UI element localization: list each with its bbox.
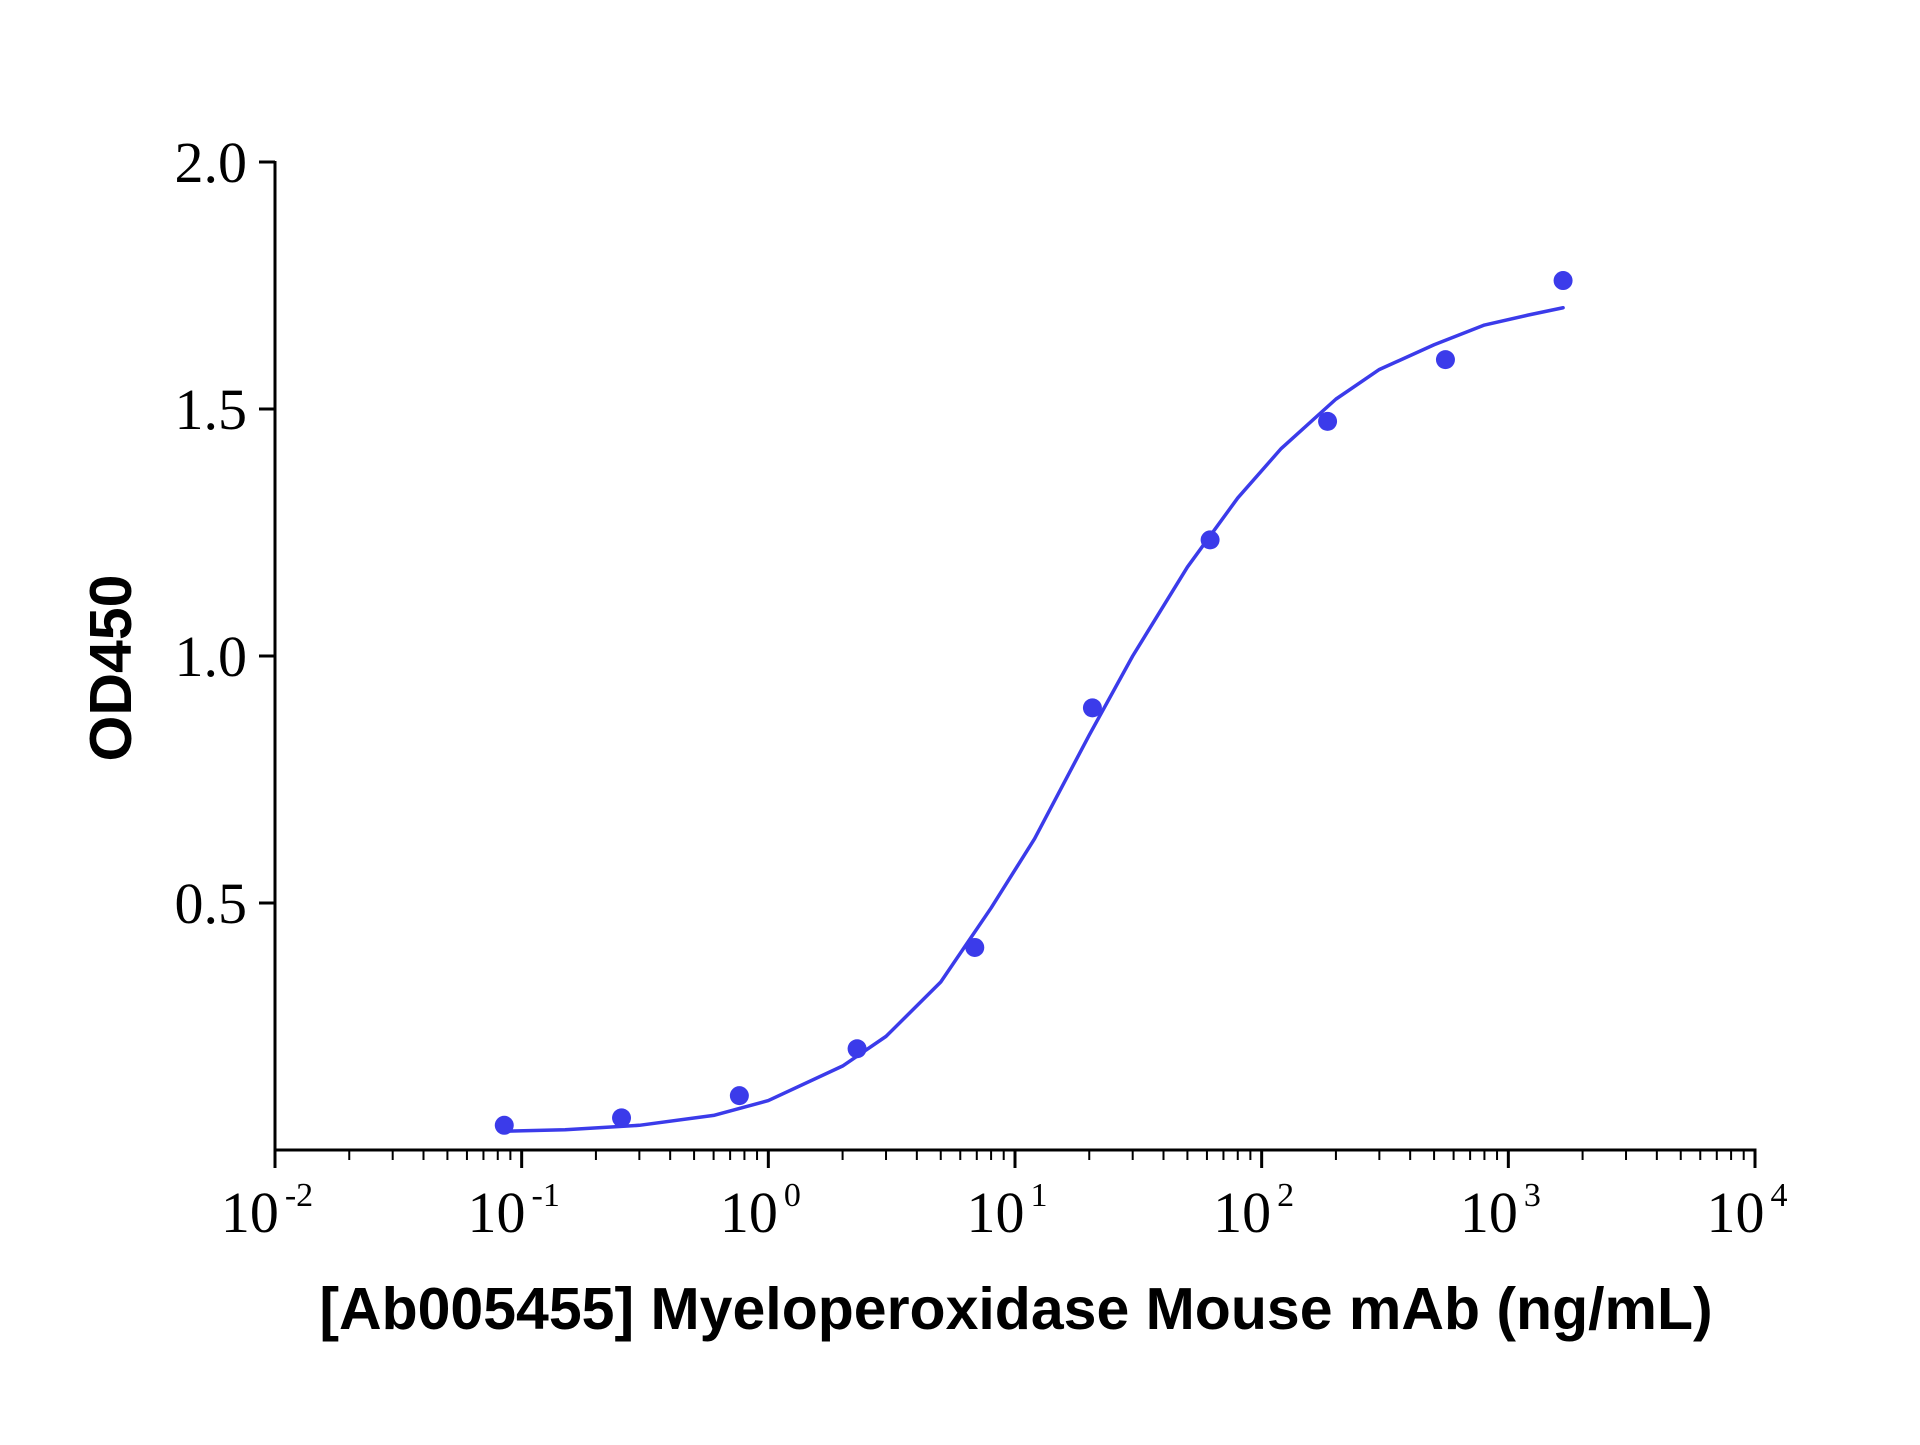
data-point-9 [1553, 271, 1573, 291]
fit-curve [502, 305, 1565, 1133]
y-tick-label-0: 0.5 [175, 871, 248, 936]
x-tick-exp-2: 0 [784, 1177, 801, 1214]
x-tick-label-6: 10 4 [1707, 1177, 1788, 1245]
data-point-0 [494, 1115, 514, 1135]
x-tick-base-1: 10 [468, 1180, 526, 1245]
data-point-7 [1318, 411, 1338, 431]
x-tick-exp-6: 4 [1771, 1177, 1788, 1214]
x-tick-base-4: 10 [1213, 1180, 1271, 1245]
data-point-1 [612, 1108, 632, 1128]
x-tick-label-5: 10 3 [1460, 1177, 1541, 1245]
x-tick-label-0: 10 -2 [221, 1177, 313, 1245]
x-tick-exp-1: -1 [532, 1177, 560, 1214]
x-tick-base-2: 10 [720, 1180, 778, 1245]
labels-layer: [Ab005455] Myeloperoxidase Mouse mAb (ng… [78, 130, 1788, 1342]
y-tick-label-2: 1.5 [175, 377, 248, 442]
points-layer [494, 271, 1573, 1135]
data-point-5 [1082, 698, 1102, 718]
x-tick-exp-0: -2 [285, 1177, 313, 1214]
data-point-8 [1435, 350, 1455, 370]
x-tick-base-5: 10 [1460, 1180, 1518, 1245]
x-tick-label-4: 10 2 [1213, 1177, 1294, 1245]
x-tick-base-0: 10 [221, 1180, 279, 1245]
x-tick-label-1: 10 -1 [468, 1177, 560, 1245]
data-point-2 [729, 1086, 749, 1106]
x-tick-label-3: 10 1 [967, 1177, 1048, 1245]
curve-layer [502, 305, 1565, 1133]
y-tick-label-3: 2.0 [175, 130, 248, 195]
x-tick-exp-4: 2 [1277, 1177, 1294, 1214]
x-axis-title: [Ab005455] Myeloperoxidase Mouse mAb (ng… [319, 1276, 1712, 1342]
x-tick-exp-5: 3 [1524, 1177, 1541, 1214]
x-tick-label-2: 10 0 [720, 1177, 801, 1245]
x-tick-base-6: 10 [1707, 1180, 1765, 1245]
x-tick-base-3: 10 [967, 1180, 1025, 1245]
y-tick-label-1: 1.0 [175, 624, 248, 689]
data-point-3 [847, 1039, 867, 1059]
y-axis-title: OD450 [78, 575, 144, 762]
data-point-6 [1200, 530, 1220, 550]
x-tick-exp-3: 1 [1031, 1177, 1048, 1214]
data-point-4 [965, 937, 985, 957]
axes-layer [259, 160, 1757, 1168]
